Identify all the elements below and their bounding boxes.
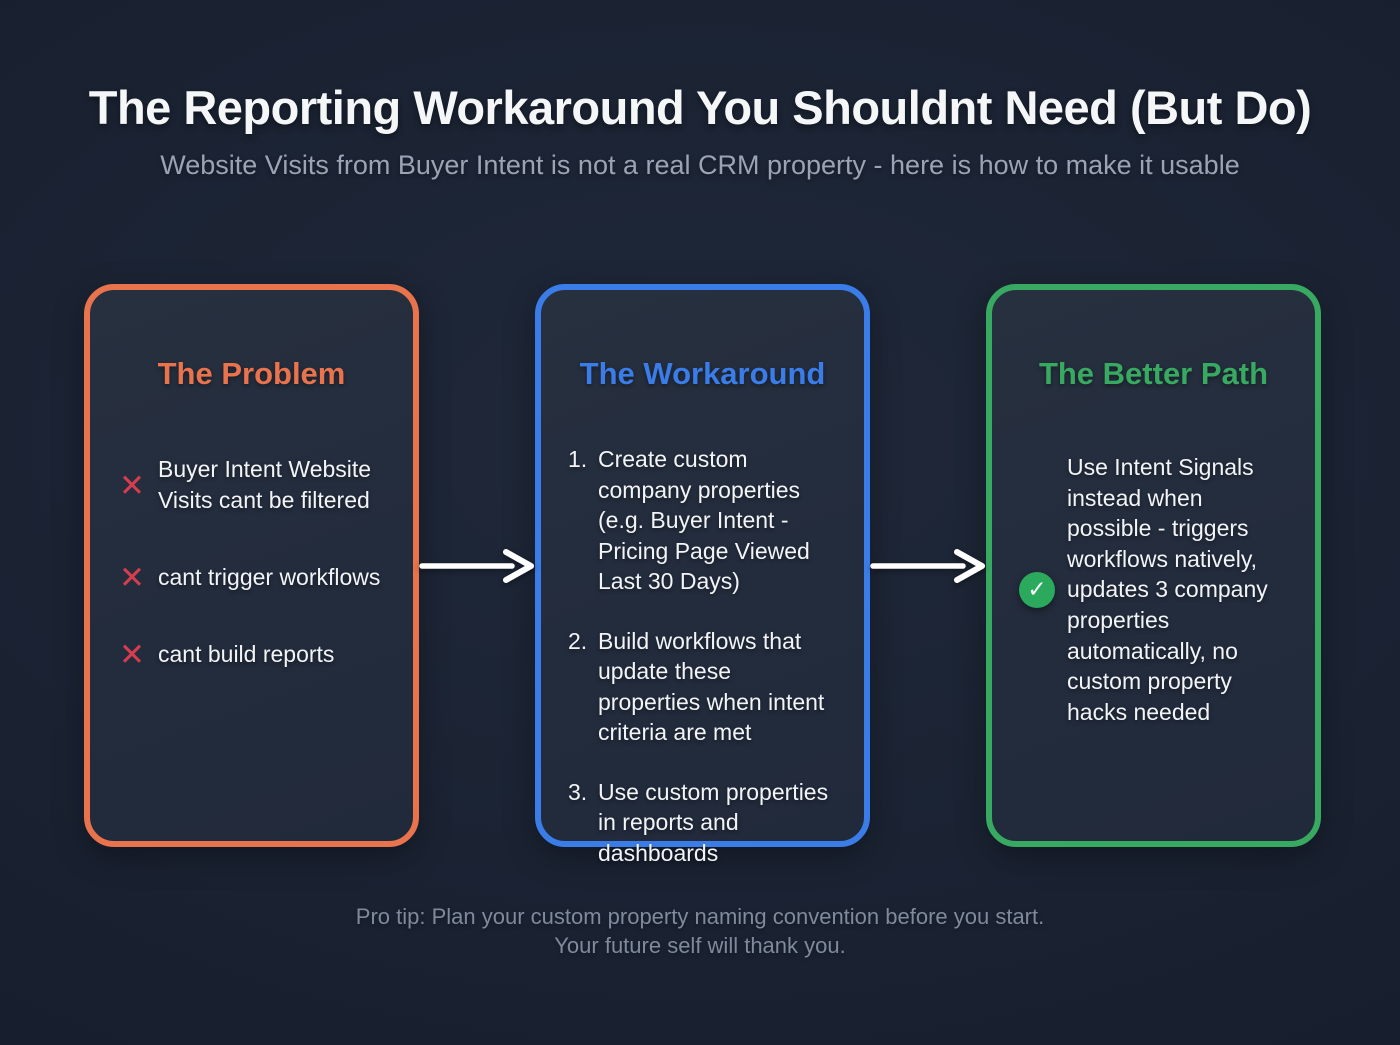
arrow-problem-to-workaround — [419, 284, 535, 847]
right-arrow-icon — [870, 548, 985, 583]
step-label: Create custom company properties (e.g. B… — [598, 446, 810, 594]
problem-item-label: cant trigger workflows — [158, 564, 381, 590]
list-item: 3. Use custom properties in reports and … — [568, 777, 837, 869]
x-icon: ✕ — [119, 560, 145, 595]
x-icon: ✕ — [119, 467, 145, 503]
list-item: ✕ Buyer Intent Website Visits cant be fi… — [117, 454, 386, 516]
card-problem: The Problem ✕ Buyer Intent Website Visit… — [84, 284, 419, 847]
list-item: 2. Build workflows that update these pro… — [568, 626, 837, 748]
right-arrow-icon — [419, 548, 534, 583]
better-path-label: Use Intent Signals instead when possible… — [1067, 454, 1268, 725]
page-title: The Reporting Workaround You Shouldnt Ne… — [88, 81, 1312, 134]
better-path-content: ✓ Use Intent Signals instead when possib… — [1019, 452, 1288, 727]
list-item: ✕ cant build reports — [117, 639, 386, 670]
step-number: 2. — [568, 627, 588, 654]
pro-tip-line2: Your future self will thank you. — [554, 933, 846, 958]
step-label: Use custom properties in reports and das… — [598, 778, 829, 866]
step-label: Build workflows that update these proper… — [598, 627, 825, 746]
arrow-workaround-to-better-path — [870, 284, 986, 847]
x-icon: ✕ — [119, 637, 145, 672]
header: The Reporting Workaround You Shouldnt Ne… — [0, 0, 1400, 182]
card-workaround: The Workaround 1. Create custom company … — [535, 284, 870, 866]
list-item: 1. Create custom company properties (e.g… — [568, 444, 837, 597]
problem-item-label: cant build reports — [158, 641, 335, 667]
workaround-steps: 1. Create custom company properties (e.g… — [568, 444, 837, 868]
step-number: 1. — [568, 446, 588, 472]
check-icon: ✓ — [1019, 571, 1055, 608]
step-number: 3. — [568, 778, 588, 805]
card-better-path: The Better Path ✓ Use Intent Signals ins… — [986, 284, 1321, 847]
problem-item-label: Buyer Intent Website Visits cant be filt… — [158, 456, 372, 513]
problem-list: ✕ Buyer Intent Website Visits cant be fi… — [117, 454, 386, 670]
page-subtitle: Website Visits from Buyer Intent is not … — [160, 150, 1240, 180]
pro-tip-line1: Pro tip: Plan your custom property namin… — [355, 904, 1045, 929]
card-workaround-heading: The Workaround — [579, 356, 826, 391]
card-problem-heading: The Problem — [157, 356, 346, 391]
pro-tip: Pro tip: Plan your custom property namin… — [0, 902, 1400, 960]
cards-row: The Problem ✕ Buyer Intent Website Visit… — [0, 284, 1400, 866]
card-better-path-heading: The Better Path — [1038, 356, 1269, 391]
list-item: ✕ cant trigger workflows — [117, 562, 386, 593]
